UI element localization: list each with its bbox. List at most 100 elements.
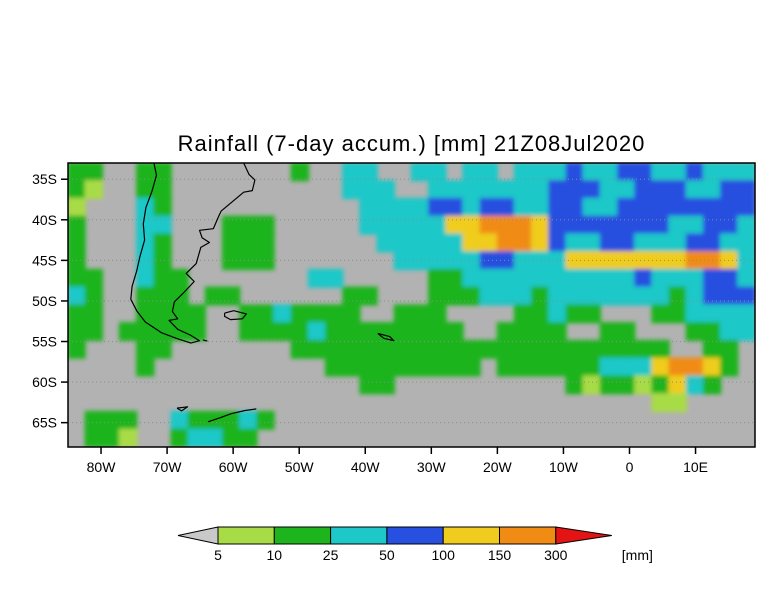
rain-cell: [720, 180, 739, 200]
rain-cell: [410, 339, 430, 359]
rain-cell: [720, 163, 739, 182]
rain-cell: [445, 251, 464, 271]
rain-cell: [513, 197, 533, 217]
rain-cell: [634, 197, 653, 217]
rain-cell: [84, 428, 103, 447]
rain-cell: [428, 233, 447, 253]
rain-cell: [222, 233, 241, 253]
rain-cell: [187, 428, 206, 447]
rain-cell: [428, 268, 447, 288]
rain-cell: [68, 304, 86, 324]
rain-cell: [239, 215, 258, 235]
rain-cell: [702, 163, 722, 182]
rain-cell: [256, 251, 275, 271]
rain-cell: [479, 268, 498, 288]
rain-cell: [531, 215, 550, 235]
rain-cell: [376, 322, 395, 341]
rain-cell: [496, 322, 516, 341]
rain-cell: [548, 286, 567, 306]
rain-cell: [599, 233, 619, 253]
rain-cell: [651, 304, 670, 324]
rain-cell: [68, 286, 86, 306]
y-tick-label: 40S: [32, 212, 57, 228]
rain-cell: [462, 357, 481, 377]
rain-cell: [634, 251, 653, 271]
rain-cell: [651, 375, 670, 395]
rain-cell: [685, 180, 705, 200]
rain-cell: [428, 163, 447, 182]
colorbar-segment: [217, 526, 275, 545]
rain-cell: [513, 304, 533, 324]
rain-cell: [720, 268, 739, 288]
rain-cell: [428, 286, 447, 306]
rain-cell: [68, 163, 86, 182]
rain-cell: [599, 286, 619, 306]
rain-cell: [428, 180, 447, 200]
rain-cell: [599, 268, 619, 288]
rain-cell: [599, 357, 619, 377]
rain-cell: [668, 197, 687, 217]
rain-cell: [685, 163, 705, 182]
rain-cell: [393, 197, 413, 217]
rain-cell: [428, 251, 447, 271]
rain-cell: [204, 286, 224, 306]
coastline: [207, 408, 257, 423]
rain-cell: [668, 286, 687, 306]
rain-cell: [307, 339, 327, 359]
rain-cell: [565, 339, 584, 359]
y-tick-label: 45S: [32, 252, 57, 268]
rain-cell: [342, 357, 361, 377]
rain-cell: [548, 357, 567, 377]
coastline: [202, 339, 208, 342]
x-tick-label: 10W: [549, 459, 579, 475]
coastline: [176, 406, 189, 412]
rain-cell: [136, 215, 155, 235]
rain-cell: [702, 322, 722, 341]
rain-cell: [462, 233, 481, 253]
rain-cell: [68, 197, 86, 217]
rain-cell: [445, 339, 464, 359]
rain-cell: [651, 268, 670, 288]
rain-cell: [187, 322, 206, 341]
rain-cell: [617, 268, 636, 288]
rain-cell: [565, 251, 584, 271]
rain-cell: [737, 268, 755, 288]
colorbar-below-arrow: [177, 526, 219, 545]
rain-cell: [513, 357, 533, 377]
rain-cell: [720, 251, 739, 271]
rain-cell: [582, 357, 601, 377]
rain-cell: [376, 375, 395, 395]
rain-cell: [720, 286, 739, 306]
rain-cell: [496, 286, 516, 306]
rain-cell: [737, 215, 755, 235]
rain-cell: [720, 215, 739, 235]
x-tick-label: 40W: [351, 459, 381, 475]
rain-cell: [170, 268, 189, 288]
rain-cell: [136, 322, 155, 341]
rain-cell: [187, 304, 206, 324]
rain-cell: [702, 233, 722, 253]
rain-cell: [187, 410, 206, 430]
rain-cell: [479, 163, 498, 182]
rain-cell: [617, 163, 636, 182]
rain-cell: [222, 428, 241, 447]
rain-cell: [720, 197, 739, 217]
rain-cell: [565, 304, 584, 324]
rain-cell: [68, 180, 86, 200]
rain-cell: [720, 233, 739, 253]
rain-cell: [325, 357, 344, 377]
rain-cell: [531, 163, 550, 182]
rain-cell: [376, 215, 395, 235]
rain-cell: [496, 215, 516, 235]
x-tick-label: 70W: [153, 459, 183, 475]
rain-cell: [153, 286, 172, 306]
x-tick-label: 10E: [683, 459, 708, 475]
rain-cell: [531, 268, 550, 288]
rain-cell: [136, 339, 155, 359]
rain-cell: [651, 180, 670, 200]
rain-cell: [513, 163, 533, 182]
rain-cell: [634, 339, 653, 359]
rain-cell: [462, 339, 481, 359]
rain-cell: [68, 233, 86, 253]
